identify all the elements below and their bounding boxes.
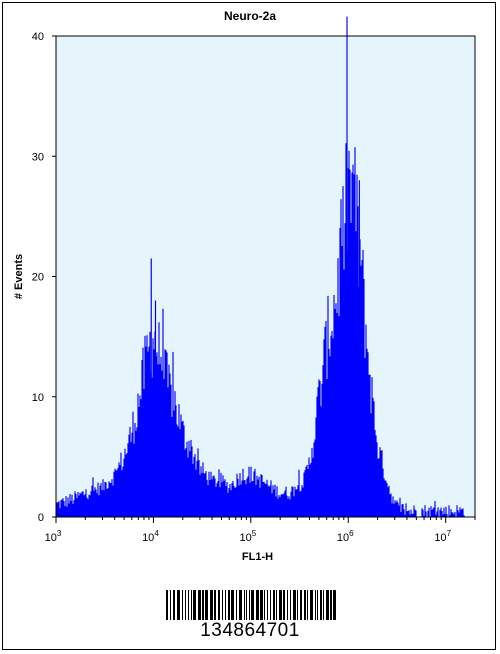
barcode-bar	[320, 590, 322, 620]
barcode-bar	[188, 590, 189, 620]
y-tick-label: 30	[32, 151, 44, 163]
barcode-bar	[210, 590, 213, 620]
y-axis-label: # Events	[13, 254, 25, 299]
barcode-bar	[297, 590, 298, 620]
barcode-bar	[326, 590, 329, 620]
barcode-bar	[323, 590, 324, 620]
barcode-bar	[231, 590, 234, 620]
barcode-bar	[202, 590, 204, 620]
barcode-bar	[246, 590, 247, 620]
y-tick-label: 0	[38, 512, 44, 524]
x-tick-label: 106	[337, 529, 354, 544]
histogram-series	[56, 16, 465, 517]
histogram-layer	[56, 16, 465, 517]
barcode-bar	[239, 590, 242, 620]
barcode-bar	[173, 590, 175, 620]
barcode-bar	[270, 590, 271, 620]
barcode-bar	[166, 590, 168, 620]
x-tick-label: 105	[239, 529, 256, 544]
y-tick-label: 40	[32, 31, 44, 43]
y-tick-label: 20	[32, 272, 44, 284]
barcode-number: 134864701	[200, 620, 300, 641]
y-tick-label: 10	[32, 392, 44, 404]
x-tick-label: 103	[45, 529, 62, 544]
barcode-bar	[273, 590, 275, 620]
barcode-bar	[182, 590, 183, 620]
axes-layer: 0 10 20 30 40 103 104 105 106 107	[32, 31, 476, 544]
x-tick-label: 107	[434, 529, 451, 544]
barcode-bar	[205, 590, 208, 620]
barcode-bar	[256, 590, 259, 620]
barcode-bar	[191, 590, 192, 620]
barcode-bar	[170, 590, 171, 620]
barcode-bar	[228, 590, 230, 620]
barcode-bar	[198, 590, 201, 620]
barcode-bar	[264, 590, 265, 620]
barcode-bar	[260, 590, 263, 620]
barcode-bar	[315, 590, 316, 620]
barcode-bar	[267, 590, 268, 620]
barcode-bar	[293, 590, 296, 620]
barcode-bar	[279, 590, 282, 620]
chart-title: Neuro-2a	[223, 9, 276, 23]
barcode-bar	[244, 590, 245, 620]
barcode-bar	[290, 590, 291, 620]
barcode-bar	[236, 590, 237, 620]
barcode-bar	[177, 590, 180, 620]
barcode-bar	[300, 590, 302, 620]
barcode-bar	[330, 590, 332, 620]
x-axis-label: FL1-H	[242, 551, 273, 563]
barcode-bar	[214, 590, 216, 620]
barcode-bar	[249, 590, 250, 620]
barcode-bar	[333, 590, 336, 620]
barcode-bar	[251, 590, 254, 620]
barcode-bar	[283, 590, 285, 620]
barcode-bar	[218, 590, 220, 620]
plot-area	[56, 36, 475, 517]
barcode-bar	[317, 590, 318, 620]
barcode-bar	[225, 590, 226, 620]
barcode-bar	[304, 590, 306, 620]
barcode-bar	[276, 590, 277, 620]
barcode-icon	[166, 590, 336, 620]
x-tick-label: 104	[142, 529, 159, 544]
barcode-bar	[287, 590, 288, 620]
barcode-bar	[307, 590, 308, 620]
barcode-bar	[193, 590, 196, 620]
barcode-bar	[310, 590, 313, 620]
barcode-bar	[185, 590, 186, 620]
barcode-bar	[222, 590, 223, 620]
